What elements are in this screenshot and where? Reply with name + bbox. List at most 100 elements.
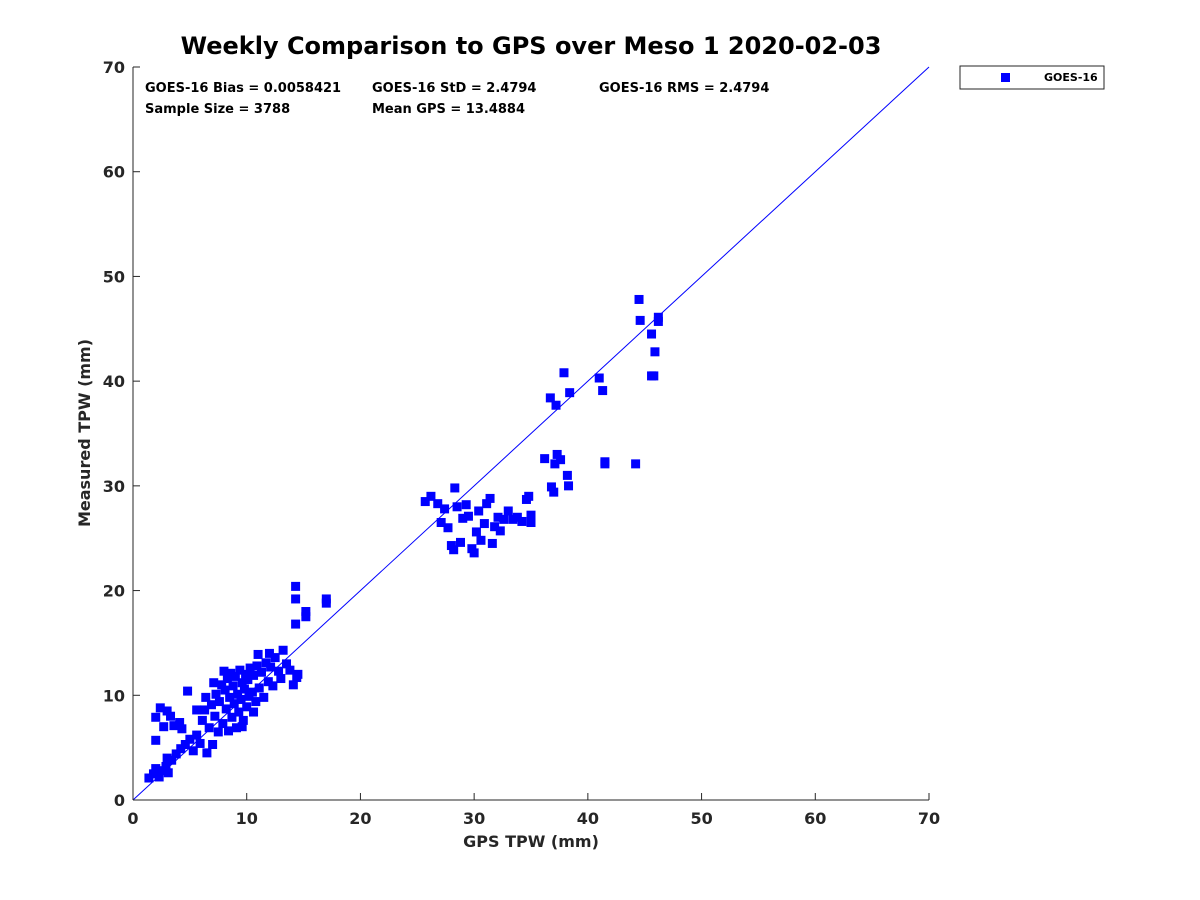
- x-tick-label: 40: [577, 809, 599, 828]
- data-point: [499, 514, 509, 524]
- data-point: [270, 653, 280, 663]
- data-point: [263, 677, 273, 687]
- data-point: [476, 535, 486, 545]
- data-point: [217, 680, 227, 690]
- data-point: [653, 316, 663, 326]
- x-axis-ticks: 0 10 20 30 40 50 60 70: [127, 793, 940, 828]
- data-point: [222, 674, 232, 684]
- data-point: [487, 538, 497, 548]
- data-point: [562, 470, 572, 480]
- x-tick-label: 50: [690, 809, 712, 828]
- stat-rms: GOES-16 RMS = 2.4794: [599, 81, 769, 96]
- data-point: [559, 368, 569, 378]
- y-tick-label: 10: [103, 686, 125, 705]
- data-point: [301, 612, 311, 622]
- data-point: [249, 707, 259, 717]
- data-point: [420, 497, 430, 507]
- legend-box: [959, 65, 1105, 90]
- data-point: [176, 744, 186, 754]
- data-point: [197, 715, 207, 725]
- data-point: [201, 692, 211, 702]
- data-point: [495, 526, 505, 536]
- data-point: [235, 665, 245, 675]
- data-point: [162, 706, 172, 716]
- data-point: [471, 527, 481, 537]
- data-point: [282, 659, 292, 669]
- data-point: [458, 513, 468, 523]
- data-point: [249, 670, 259, 680]
- x-tick-label: 70: [918, 809, 940, 828]
- data-point: [195, 738, 205, 748]
- data-point: [247, 687, 257, 697]
- data-point: [210, 711, 220, 721]
- data-point: [171, 749, 181, 759]
- data-point: [148, 769, 158, 779]
- data-point: [214, 697, 224, 707]
- y-tick-label: 50: [103, 267, 125, 286]
- data-point: [169, 721, 179, 731]
- data-point: [556, 455, 566, 465]
- data-point: [455, 537, 465, 547]
- data-point: [211, 689, 221, 699]
- data-point: [151, 735, 161, 745]
- data-point: [237, 722, 247, 732]
- data-point: [239, 684, 249, 694]
- data-point: [291, 581, 301, 591]
- data-point: [163, 768, 173, 778]
- data-point: [256, 667, 266, 677]
- data-point: [251, 697, 261, 707]
- data-point: [276, 674, 286, 684]
- data-point: [552, 449, 562, 459]
- data-point: [433, 499, 443, 509]
- data-point: [162, 753, 172, 763]
- data-point: [540, 454, 550, 464]
- data-point: [517, 516, 527, 526]
- data-point: [301, 607, 311, 617]
- data-point: [551, 400, 561, 410]
- data-point: [219, 666, 229, 676]
- data-point: [261, 658, 271, 668]
- data-point: [213, 727, 223, 737]
- data-point: [224, 726, 234, 736]
- data-point: [233, 689, 243, 699]
- data-point: [242, 702, 252, 712]
- data-point: [192, 730, 202, 740]
- data-point: [175, 718, 185, 728]
- x-tick-label: 0: [127, 809, 138, 828]
- data-point: [461, 500, 471, 510]
- data-point: [208, 740, 218, 750]
- data-point: [503, 506, 513, 516]
- data-point: [426, 491, 436, 501]
- data-point: [463, 511, 473, 521]
- data-point: [202, 748, 212, 758]
- y-tick-label: 20: [103, 582, 125, 601]
- data-point: [155, 703, 165, 713]
- data-point: [264, 648, 274, 658]
- plot-area: 0 10 20 30 40 50 60 70 0 10 20 30 40 50 60 70: [103, 58, 940, 828]
- data-point: [266, 662, 276, 672]
- data-point: [144, 773, 154, 783]
- data-point: [159, 722, 169, 732]
- data-point: [450, 483, 460, 493]
- data-point: [321, 598, 331, 608]
- data-point: [526, 510, 536, 520]
- data-point: [166, 711, 176, 721]
- data-point: [493, 512, 503, 522]
- data-points: [144, 294, 663, 783]
- data-point: [230, 671, 240, 681]
- data-point: [600, 459, 610, 469]
- data-point: [268, 681, 278, 691]
- data-point: [508, 514, 518, 524]
- y-tick-label: 40: [103, 372, 125, 391]
- y-tick-label: 0: [114, 791, 125, 810]
- data-point: [469, 548, 479, 558]
- stat-bias: GOES-16 Bias = 0.0058421: [145, 81, 341, 96]
- data-point: [485, 493, 495, 503]
- data-point: [254, 683, 264, 693]
- data-point: [221, 704, 231, 714]
- data-point: [274, 666, 284, 676]
- data-point: [452, 502, 462, 512]
- y-axis-ticks: 0 10 20 30 40 50 60 70: [103, 58, 140, 810]
- data-point: [226, 668, 236, 678]
